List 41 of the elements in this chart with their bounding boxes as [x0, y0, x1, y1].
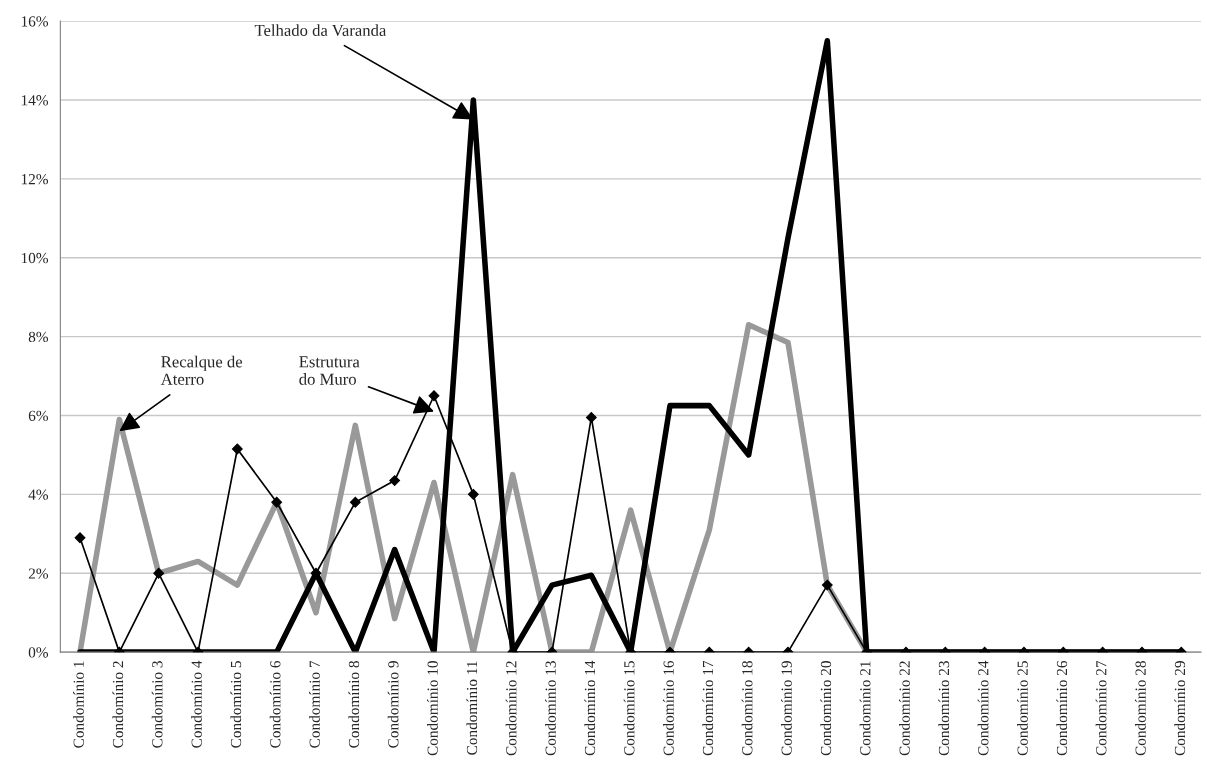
x-tick-label: Condomínio 24: [977, 660, 989, 756]
x-tick-label: Condomínio 22: [899, 661, 910, 756]
x-tick-label: Condomínio 9: [387, 661, 399, 748]
x-tick-label: Condomínio 12: [505, 661, 517, 756]
x-tick-label: Condomínio 10: [427, 661, 438, 756]
x-tick-label: Condomínio 7: [309, 660, 320, 748]
x-tick-label: Condomínio 21: [859, 661, 871, 756]
x-tick-label: Condomínio 14: [584, 660, 596, 756]
x-tick-label: Condomínio 6: [269, 660, 281, 748]
y-tick-label: 16%: [21, 16, 49, 27]
x-tick-label: Condomínio 23: [938, 661, 950, 756]
y-tick-label: 0%: [28, 647, 49, 658]
x-tick-label: Condomínio 16: [663, 660, 674, 756]
x-tick-label: Condomínio 5: [230, 661, 242, 748]
x-tick-label: Condomínio 20: [820, 661, 832, 756]
y-tick-label: 8%: [28, 331, 49, 343]
annotation: Estrutura do Muro: [299, 356, 360, 385]
annotation: Recalque de Aterro: [160, 355, 243, 385]
x-tick-label: Condomínio 26: [1056, 660, 1068, 756]
x-tick-label: Condomínio 18: [741, 661, 753, 756]
y-tick-label: 6%: [28, 410, 49, 421]
annotation: Telhado da Varanda: [254, 24, 387, 37]
x-tick-label: Condomínio 27: [1095, 660, 1107, 756]
x-tick-label: Condomínio 2: [112, 661, 124, 748]
x-tick-label: Condomínio 13: [545, 661, 556, 756]
y-tick-label: 14%: [21, 95, 49, 106]
x-tick-label: Condomínio 17: [702, 660, 714, 756]
x-tick-label: Condomínio 11: [466, 661, 478, 755]
y-tick-label: 10%: [21, 252, 49, 264]
x-tick-label: Condomínio 19: [781, 661, 792, 756]
x-tick-label: Condomínio 3: [151, 661, 163, 748]
x-tick-label: Condomínio 4: [191, 660, 202, 748]
x-tick-label: Condomínio 15: [623, 661, 635, 756]
x-tick-label: Condomínio 29: [1174, 661, 1186, 756]
x-tick-label: Condomínio 28: [1135, 661, 1146, 756]
y-tick-label: 12%: [21, 173, 49, 185]
x-tick-label: Condomínio 1: [73, 661, 84, 748]
y-tick-label: 4%: [28, 489, 49, 500]
y-tick-label: 2%: [28, 568, 49, 579]
x-tick-label: Condomínio 8: [348, 661, 360, 748]
x-tick-label: Condomínio 25: [1017, 661, 1028, 756]
